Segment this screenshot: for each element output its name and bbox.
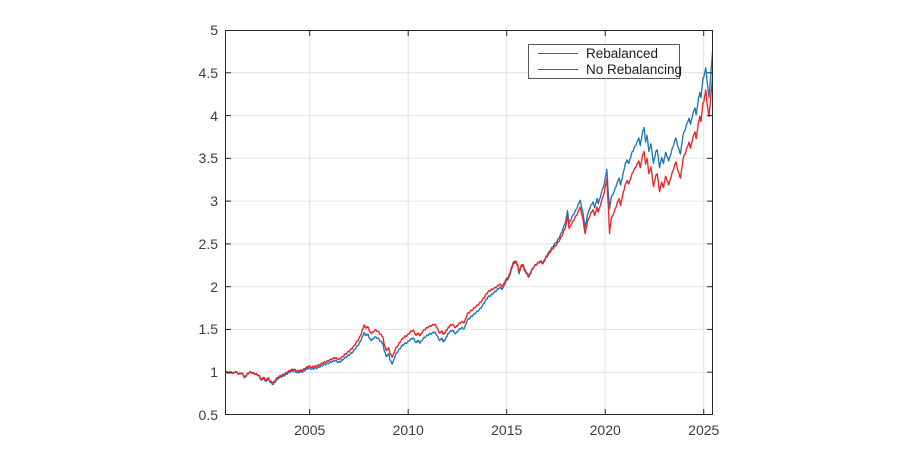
y-axis-tick-label: 2 [210,278,218,295]
y-axis-tick-label: 5 [210,22,218,38]
y-axis-tick-label: 0.5 [198,407,218,423]
y-axis-tick-label: 1.5 [198,321,218,338]
y-axis-tick-label: 4 [210,107,218,124]
x-axis-tick-label: 2005 [294,422,326,438]
y-axis-tick-label: 3.5 [198,150,218,167]
line-chart [225,30,713,415]
x-axis-tick-label: 2015 [491,422,523,438]
y-axis-tick-label: 1 [210,364,218,381]
y-axis-tick-label: 4.5 [198,64,218,81]
rebalanced-line-swatch [538,52,578,54]
plot-area [225,30,713,415]
y-axis-tick-label: 2.5 [198,235,218,252]
no-rebalancing-line-swatch [538,69,578,71]
legend-item-rebalanced: Rebalanced [529,45,679,61]
legend-label-no-rebalancing: No Rebalancing [586,62,683,78]
x-axis-tick-label: 2010 [392,422,424,438]
x-axis-tick-label: 2025 [688,422,720,438]
legend-label-rebalanced: Rebalanced [586,45,659,61]
legend-item-no-rebalancing: No Rebalancing [529,62,683,78]
x-axis-tick-label: 2020 [589,422,621,438]
y-axis-tick-label: 3 [210,193,218,210]
legend: Rebalanced No Rebalancing [528,44,683,79]
